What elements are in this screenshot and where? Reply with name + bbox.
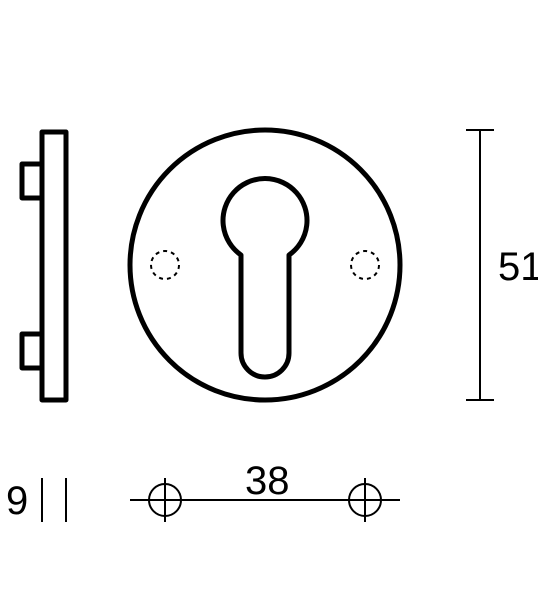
dim-depth: 9 <box>6 478 66 523</box>
side-pin-lower <box>22 334 42 368</box>
escutcheon-outer-circle <box>130 130 400 400</box>
dim-depth-label: 9 <box>6 479 28 523</box>
screw-hole-right <box>351 251 379 279</box>
side-plate <box>42 132 66 400</box>
side-view <box>22 132 66 400</box>
keyhole-profile <box>223 179 307 377</box>
dim-diameter: 51 <box>466 130 538 400</box>
side-pin-upper <box>22 164 42 198</box>
screw-hole-left <box>151 251 179 279</box>
dim-diameter-label: 51 <box>498 245 538 289</box>
dim-screw-spacing: 38 <box>130 459 400 522</box>
escutcheon-technical-drawing: 51 38 9 <box>0 0 538 592</box>
front-view <box>130 130 400 400</box>
dim-screw-spacing-label: 38 <box>245 459 290 503</box>
